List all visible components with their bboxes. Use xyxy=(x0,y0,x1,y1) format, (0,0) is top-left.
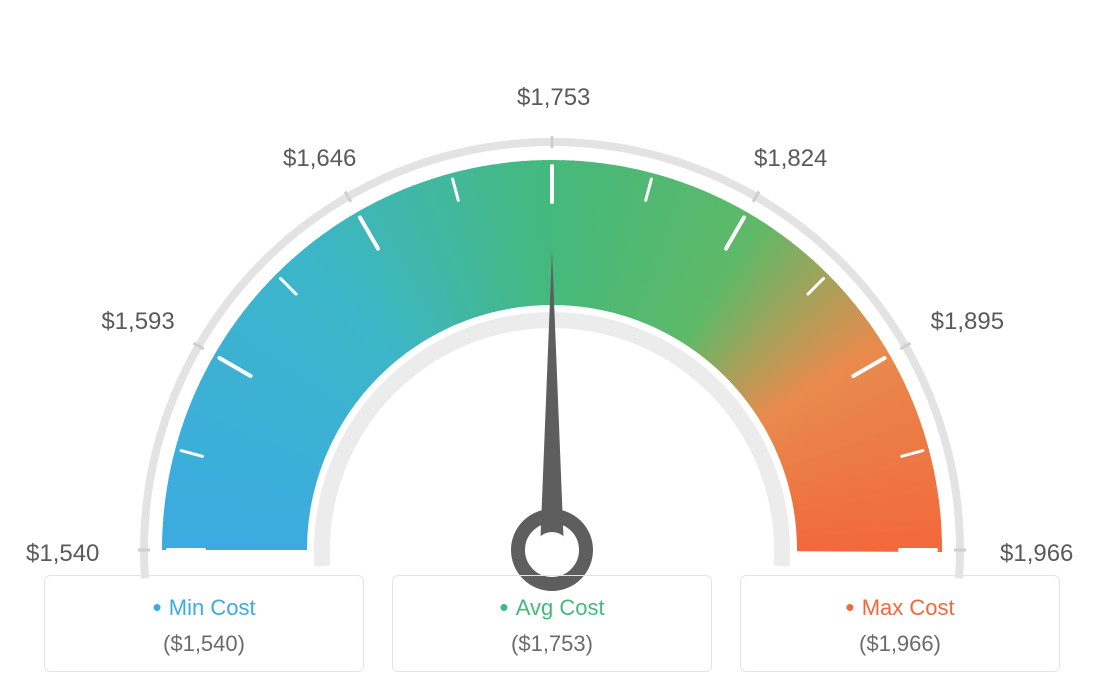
legend-card-avg: Avg Cost ($1,753) xyxy=(392,575,712,672)
gauge-tick-label: $1,753 xyxy=(517,84,590,112)
legend-card-min: Min Cost ($1,540) xyxy=(44,575,364,672)
legend-max-title: Max Cost xyxy=(741,592,1059,623)
gauge-tick-label: $1,966 xyxy=(1000,540,1073,568)
gauge-tick-label: $1,895 xyxy=(931,308,1004,336)
legend-avg-title: Avg Cost xyxy=(393,592,711,623)
gauge-tick-label: $1,540 xyxy=(26,540,99,568)
legend-row: Min Cost ($1,540) Avg Cost ($1,753) Max … xyxy=(0,575,1104,672)
gauge-tick-label: $1,593 xyxy=(101,308,174,336)
gauge-tick-label: $1,646 xyxy=(283,145,356,173)
legend-min-label: Min Cost xyxy=(169,595,256,620)
gauge-tick-label: $1,824 xyxy=(754,145,827,173)
legend-min-value: ($1,540) xyxy=(45,631,363,657)
legend-avg-label: Avg Cost xyxy=(516,595,605,620)
legend-min-title: Min Cost xyxy=(45,592,363,623)
legend-max-label: Max Cost xyxy=(862,595,955,620)
gauge-chart: $1,540$1,593$1,646$1,753$1,824$1,895$1,9… xyxy=(0,0,1104,560)
legend-avg-value: ($1,753) xyxy=(393,631,711,657)
legend-max-value: ($1,966) xyxy=(741,631,1059,657)
legend-card-max: Max Cost ($1,966) xyxy=(740,575,1060,672)
